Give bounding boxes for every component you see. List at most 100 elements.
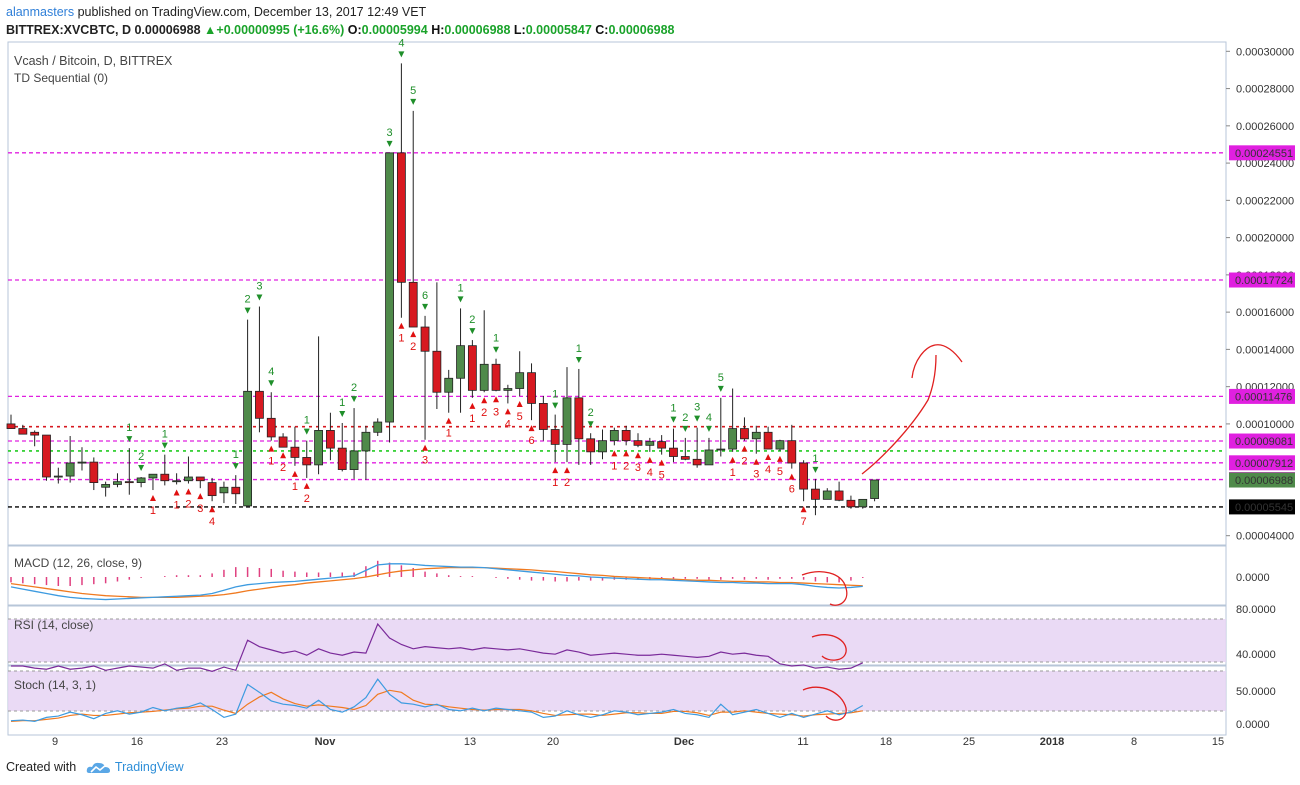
- td-up-arrow-icon: [516, 400, 523, 407]
- td-count: 6: [422, 290, 428, 302]
- candle-body: [728, 428, 738, 450]
- change-arrow-icon: ▲: [204, 23, 217, 37]
- stoch-band: [8, 671, 1226, 711]
- td-up-arrow-icon: [776, 455, 783, 462]
- time-tick-label: 11: [797, 736, 808, 748]
- candle-body: [160, 473, 170, 482]
- td-count: 4: [647, 467, 653, 479]
- annotation-circle-stoch: [802, 686, 847, 721]
- td-up-arrow-icon: [410, 331, 417, 338]
- td-up-arrow-icon: [445, 417, 452, 424]
- td-count: 5: [718, 372, 724, 384]
- time-tick-label: 23: [216, 736, 228, 748]
- td-count: 1: [126, 422, 132, 434]
- panel-frame: [7, 41, 1227, 546]
- td-count: 1: [150, 505, 156, 517]
- td-down-arrow-icon: [493, 346, 500, 353]
- candle-body: [326, 430, 335, 449]
- td-count: 1: [493, 333, 499, 345]
- td-down-arrow-icon: [303, 428, 310, 435]
- candle-body: [491, 363, 501, 391]
- td-up-arrow-icon: [422, 444, 429, 451]
- change-value: +0.00000995 (+16.6%): [216, 23, 345, 37]
- td-count: 3: [493, 406, 499, 418]
- candle-body: [858, 498, 868, 508]
- candle-body: [53, 475, 63, 478]
- candle-body: [692, 458, 702, 466]
- high-value: 0.00006988: [444, 23, 511, 37]
- candle-body: [195, 476, 205, 482]
- td-count: 1: [446, 428, 452, 440]
- time-axis[interactable]: 9 16 23 Nov 13 20 Dec 11 18 25 2018 8 15: [52, 736, 1224, 748]
- td-down-arrow-icon: [256, 294, 263, 301]
- candle-body: [787, 440, 797, 464]
- price-tick-label: 0.00010000: [1236, 419, 1294, 431]
- candle-body: [503, 388, 513, 391]
- indicator-tick-label: 0.0000: [1236, 719, 1270, 731]
- candle-body: [373, 421, 383, 433]
- td-down-arrow-icon: [244, 307, 251, 314]
- indicator-tick-label: 0.0000: [1236, 572, 1270, 584]
- td-count: 1: [268, 456, 274, 468]
- candle-body: [172, 480, 182, 483]
- candle-body: [89, 461, 99, 483]
- td-count: 2: [741, 456, 747, 468]
- td-count: 1: [457, 282, 463, 294]
- td-count: 1: [812, 453, 818, 465]
- td-up-arrow-icon: [564, 467, 571, 474]
- tradingview-link[interactable]: TradingView: [114, 760, 184, 774]
- candle-body: [18, 428, 28, 435]
- td-down-arrow-icon: [469, 328, 476, 335]
- td-up-arrow-icon: [634, 452, 641, 459]
- price-axis[interactable]: 0.00030000 0.00028000 0.00026000 0.00024000…: [1226, 46, 1295, 731]
- td-count: 3: [422, 455, 428, 467]
- td-up-arrow-icon: [149, 495, 156, 502]
- price-label-text: 0.00005545: [1235, 502, 1293, 514]
- price-tick-label: 0.00004000: [1236, 531, 1294, 543]
- candle-body: [136, 477, 146, 483]
- candle-body: [124, 481, 134, 484]
- price-label-text: 0.00006988: [1235, 475, 1293, 487]
- symbol-title: Vcash / Bitcoin, D, BITTREX: [14, 54, 173, 68]
- price-tick-label: 0.00016000: [1236, 307, 1294, 319]
- td-down-arrow-icon: [670, 416, 677, 423]
- candle-body: [361, 431, 371, 452]
- annotation-circle-macd: [801, 571, 848, 606]
- indicator-lines: [10, 560, 864, 722]
- td-count: 1: [552, 389, 558, 401]
- td-count: 3: [197, 503, 203, 515]
- author-link[interactable]: alanmasters: [6, 5, 75, 19]
- candle-body: [704, 449, 714, 466]
- candle-body: [219, 486, 229, 494]
- td-count: 5: [777, 466, 783, 478]
- candle-body: [65, 462, 75, 477]
- td-count: 1: [552, 477, 558, 489]
- td-up-arrow-icon: [493, 396, 500, 403]
- td-down-arrow-icon: [422, 303, 429, 310]
- time-tick-label: 18: [880, 736, 892, 748]
- candle-body: [290, 446, 300, 458]
- td-down-arrow-icon: [161, 442, 168, 449]
- indicator-tick-label: 80.0000: [1236, 604, 1276, 616]
- price-tick-label: 0.00022000: [1236, 195, 1294, 207]
- td-down-arrow-icon: [232, 463, 239, 470]
- td-up-arrow-icon: [658, 459, 665, 466]
- candle-body: [314, 430, 323, 466]
- candle-body: [834, 490, 844, 501]
- td-count: 1: [292, 481, 298, 493]
- td-count: 2: [469, 314, 475, 326]
- time-tick-label: 20: [547, 736, 559, 748]
- td-count: 3: [256, 281, 262, 293]
- td-sequential-label: TD Sequential (0): [14, 71, 108, 85]
- stoch-label: Stoch (14, 3, 1): [14, 678, 96, 692]
- td-count: 6: [789, 484, 795, 496]
- time-tick-label: 9: [52, 736, 58, 748]
- price-label-box: [1229, 455, 1295, 471]
- candle-body: [77, 461, 87, 464]
- price-label-text: 0.00011476: [1235, 391, 1292, 403]
- td-down-arrow-icon: [694, 415, 701, 422]
- td-count: 4: [209, 516, 215, 528]
- candle-body: [101, 484, 111, 488]
- candle-body: [302, 457, 312, 466]
